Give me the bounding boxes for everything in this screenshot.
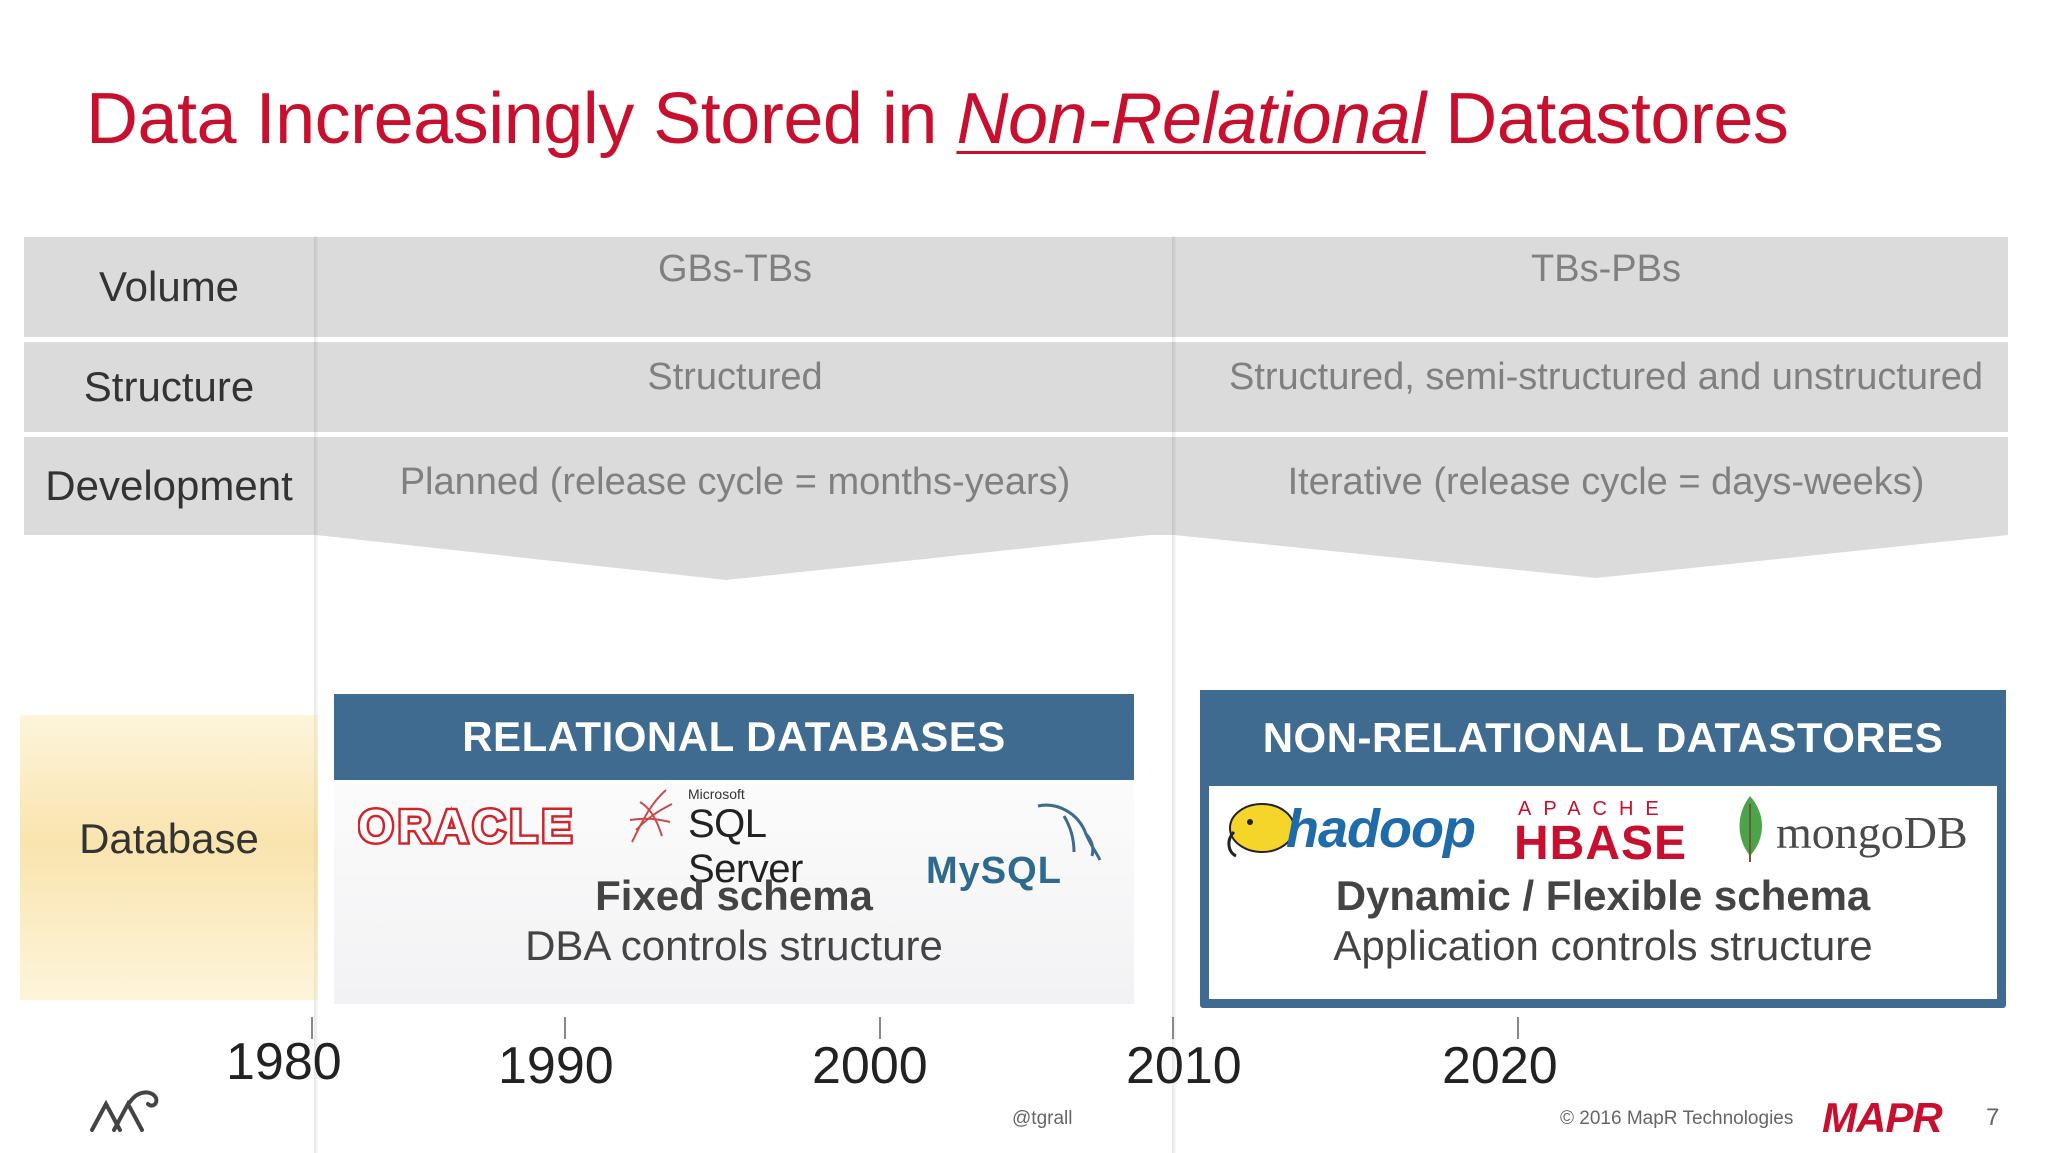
volume-era1: GBs-TBs: [657, 248, 813, 290]
slide-title: Data Increasingly Stored in Non-Relation…: [86, 78, 1789, 160]
relational-control: DBA controls structure: [525, 922, 943, 969]
hbase-logo-small: APACHE: [1518, 798, 1671, 820]
development-era1: Planned (release cycle = months-years): [399, 461, 1071, 503]
footer-copyright: © 2016 MapR Technologies: [1560, 1108, 1794, 1129]
footer-handle: @tgrall: [1012, 1108, 1073, 1129]
tick-2020: [1517, 1017, 1519, 1039]
database-highlight: [20, 715, 318, 1000]
tick-1990: [564, 1017, 566, 1039]
row-label-development: Development: [45, 462, 293, 509]
row-volume-bg: [24, 237, 2008, 337]
structure-era2: Structured, semi-structured and unstruct…: [1228, 356, 1983, 398]
sqlserver-logo-text: SQL Server: [688, 802, 803, 891]
oracle-logo: ORACLE: [356, 798, 598, 855]
row-label-structure: Structure: [83, 363, 255, 410]
hadoop-elephant-icon: [1227, 803, 1295, 858]
oracle-logo-text: ORACLE: [358, 800, 576, 850]
nonrelational-control: Application controls structure: [1333, 922, 1873, 969]
year-2020: 2020: [1442, 1037, 1558, 1095]
title-emphasis: Non-Relational: [956, 79, 1426, 159]
hbase-logo-text: HBASE: [1514, 817, 1688, 870]
page-number: 7: [1986, 1104, 2000, 1131]
nonrelational-schema: Dynamic / Flexible schema: [1335, 872, 1871, 919]
structure-era1: Structured: [647, 356, 823, 398]
nonrelational-heading: NON-RELATIONAL DATASTORES: [1200, 690, 2006, 786]
sqlserver-logo-small: Microsoft: [688, 786, 745, 802]
row-development-arrow-bg: [24, 437, 2008, 580]
era-divider-1980: [314, 236, 318, 1153]
title-prefix: Data Increasingly Stored in: [86, 79, 957, 159]
tick-2010: [1172, 1017, 1174, 1039]
volume-era2: TBs-PBs: [1531, 248, 1681, 290]
sqlserver-logo: Microsoft SQL Server: [626, 782, 886, 891]
elephant-logo-icon: [86, 1084, 162, 1134]
hbase-logo: APACHE HBASE: [1514, 798, 1714, 870]
row-label-database: Database: [79, 815, 259, 862]
tick-2000: [879, 1017, 881, 1039]
hadoop-logo: hadoop: [1220, 792, 1492, 872]
relational-heading: RELATIONAL DATABASES: [334, 694, 1134, 780]
year-1990: 1990: [498, 1037, 614, 1095]
year-1980: 1980: [226, 1033, 342, 1091]
year-2010: 2010: [1126, 1037, 1242, 1095]
mysql-logo-text: MySQL: [926, 850, 1062, 892]
mapr-brand-logo: MAPR: [1822, 1094, 1943, 1142]
mapr-brand-text: MAPR: [1822, 1094, 1943, 1141]
hadoop-logo-text: hadoop: [1286, 799, 1476, 859]
tick-1980: [311, 1017, 313, 1039]
era-divider-2010: [1172, 236, 1176, 1153]
mysql-logo: MySQL: [926, 800, 1106, 900]
relational-schema: Fixed schema: [595, 872, 873, 919]
mongodb-logo: mongoDB: [1732, 792, 2002, 872]
mongodb-logo-text: mongoDB: [1776, 807, 1968, 858]
row-structure-bg: [24, 342, 2008, 432]
row-label-volume: Volume: [98, 263, 240, 310]
title-suffix: Datastores: [1425, 79, 1789, 159]
development-era2: Iterative (release cycle = days-weeks): [1287, 461, 1925, 503]
sqlserver-icon: [629, 789, 673, 843]
mongodb-leaf-icon: [1739, 796, 1762, 862]
year-2000: 2000: [812, 1037, 928, 1095]
mysql-dolphin-icon: [1037, 803, 1102, 861]
